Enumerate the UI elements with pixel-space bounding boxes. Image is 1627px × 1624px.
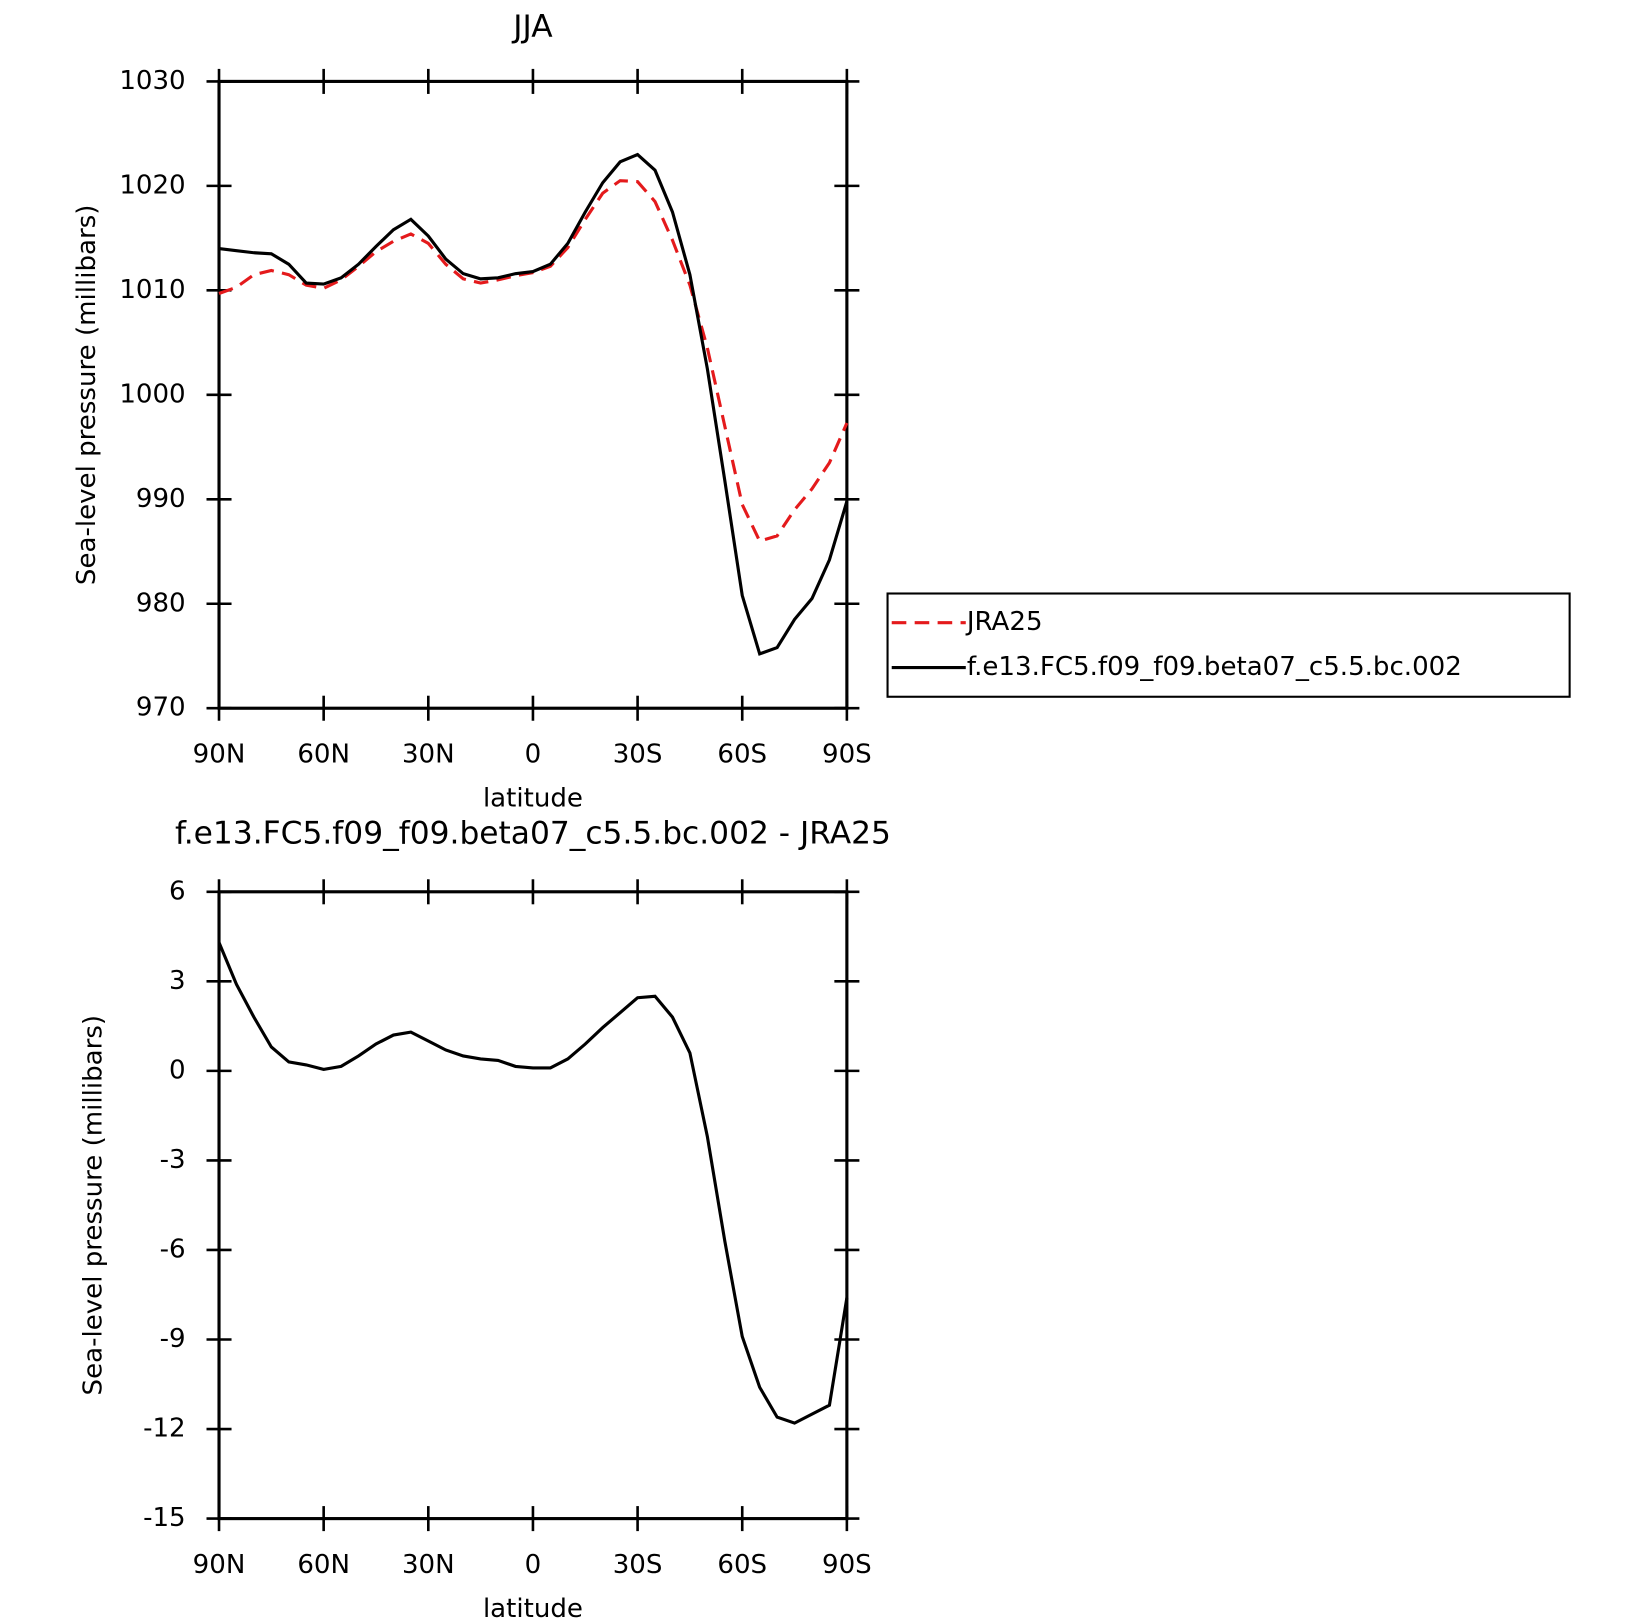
x-tick-label: 0 [525,1550,542,1580]
y-tick-label: -6 [160,1234,186,1264]
y-tick-label: 990 [136,484,186,514]
x-tick-label: 60S [717,1550,767,1580]
data-line [218,179,849,543]
y-tick-label: 970 [136,693,186,723]
y-axis-label: Sea-level pressure (millibars) [78,1015,108,1396]
plot-frame [217,890,849,1521]
x-tick-label: 30S [613,740,663,770]
data-line [217,941,849,1425]
x-tick-label: 30N [402,740,455,770]
y-tick-label: -12 [143,1414,186,1444]
x-tick-label: 60N [297,740,350,770]
x-tick-label: 90S [822,1550,872,1580]
y-tick-label: 1010 [119,275,185,305]
chart-title: JJA [511,9,553,45]
legend-label: f.e13.FC5.f09_f09.beta07_c5.5.bc.002 [967,652,1462,682]
y-tick-label: 980 [136,588,186,618]
y-tick-label: -3 [160,1145,186,1175]
y-tick-label: 1020 [119,170,185,200]
y-tick-label: 6 [169,876,186,906]
x-tick-label: 30N [402,1550,455,1580]
x-tick-label: 90S [822,740,872,770]
x-tick-label: 60S [717,740,767,770]
y-tick-label: -15 [143,1503,186,1533]
y-tick-label: 1000 [119,379,185,409]
y-axis-label: Sea-level pressure (millibars) [72,205,102,586]
x-tick-label: 90N [193,740,246,770]
x-axis-label: latitude [483,783,583,813]
y-tick-label: 3 [169,966,186,996]
plot-frame [217,79,849,710]
y-tick-label: -9 [160,1324,186,1354]
x-tick-label: 90N [193,1550,246,1580]
x-tick-label: 60N [297,1550,350,1580]
x-tick-label: 0 [525,740,542,770]
legend-box [886,592,1571,698]
y-tick-label: 1030 [119,66,185,96]
y-tick-label: 0 [169,1055,186,1085]
x-tick-label: 30S [613,1550,663,1580]
chart-title: f.e13.FC5.f09_f09.beta07_c5.5.bc.002 - J… [175,815,891,851]
x-axis-label: latitude [483,1594,583,1624]
legend-label: JRA25 [965,607,1043,637]
data-line [218,152,849,656]
